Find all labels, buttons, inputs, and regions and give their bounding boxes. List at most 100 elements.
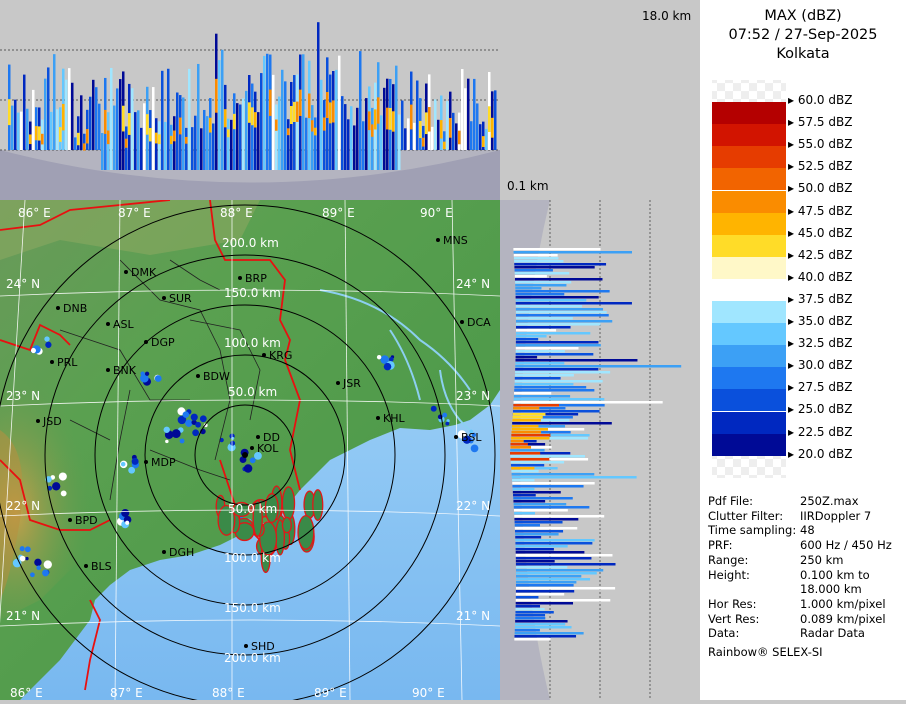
right-profile-bar <box>514 278 603 281</box>
legend-label: ▸ 57.5 dBZ <box>788 115 853 130</box>
city-marker <box>256 435 260 439</box>
top-profile-bar <box>494 90 497 150</box>
info-key: Data: <box>708 626 740 641</box>
top-profile-bar <box>416 80 419 150</box>
info-sidebar: MAX (dBZ) 07:52 / 27-Sep-2025 Kolkata ▸ … <box>700 0 906 700</box>
city-marker <box>162 550 166 554</box>
top-profile-bar <box>401 100 404 150</box>
echo-cell <box>34 558 42 567</box>
right-profile-core <box>512 413 546 416</box>
top-profile-core <box>158 134 161 145</box>
info-key: PRF: <box>708 538 733 553</box>
right-profile-bar <box>515 536 542 539</box>
right-profile-bar <box>515 560 555 563</box>
top-profile-bar <box>254 91 257 170</box>
top-profile-bar <box>134 112 137 170</box>
city-label: DD <box>263 431 280 444</box>
right-profile-bar <box>515 596 539 599</box>
legend-label: ▸ 35.0 dBZ <box>788 314 853 328</box>
echo-cell <box>462 435 472 444</box>
right-profile-bar <box>514 263 607 266</box>
city-label: DGH <box>169 546 194 559</box>
top-profile-bar <box>398 114 401 170</box>
range-label: 200.0 km <box>224 651 281 665</box>
delta-island <box>281 516 292 534</box>
echo-cell <box>120 461 126 467</box>
top-profile-bar <box>239 104 242 170</box>
city-label: SUR <box>169 292 192 305</box>
top-profile-bar <box>206 116 209 170</box>
top-profile-bar <box>407 118 410 150</box>
longitude-label-bottom: 89° E <box>314 686 347 700</box>
echo-cell <box>12 558 22 568</box>
legend-swatch <box>712 168 786 191</box>
longitude-line <box>114 200 121 700</box>
right-earth-curve <box>500 200 550 700</box>
right-profile-bar <box>515 551 585 554</box>
city-marker <box>376 416 380 420</box>
top-profile-bar <box>221 49 224 170</box>
top-profile-bar <box>473 78 476 150</box>
echo-cell <box>30 347 36 354</box>
top-profile-core <box>125 138 128 148</box>
range-ring <box>144 354 346 556</box>
echo-cell <box>192 429 200 437</box>
top-profile-core <box>443 141 446 150</box>
latitude-label-right: 23° N <box>456 389 490 403</box>
top-profile-core <box>155 132 158 144</box>
longitude-label-top: 89° E <box>322 206 355 220</box>
top-profile-core <box>170 135 173 145</box>
top-profile-core <box>227 129 230 138</box>
top-profile-bar <box>203 109 206 170</box>
legend-swatch <box>712 278 786 301</box>
right-profile-bar <box>513 254 558 257</box>
right-profile-bar <box>514 275 547 278</box>
range-ring <box>0 204 496 700</box>
echo-cell <box>131 457 139 465</box>
right-profile-core <box>513 404 559 407</box>
info-key: Height: <box>708 567 750 582</box>
top-profile-bar <box>119 79 122 170</box>
top-profile-core <box>77 132 80 146</box>
top-profile-core <box>296 101 299 122</box>
echo-cell <box>380 355 390 364</box>
right-profile-bar <box>515 611 554 614</box>
latitude-label-left: 24° N <box>6 277 40 291</box>
longitude-label-bottom: 86° E <box>10 686 43 700</box>
right-profile-bar <box>515 311 607 314</box>
right-profile-bar <box>515 602 574 605</box>
right-profile-core <box>511 425 539 428</box>
top-profile-core <box>368 111 371 131</box>
delta-island <box>232 501 251 518</box>
top-profile-bar <box>443 131 446 150</box>
top-profile-core <box>377 97 380 124</box>
right-profile-bar <box>515 353 594 356</box>
city-label: DMK <box>131 266 157 279</box>
right-profile-core <box>510 458 550 461</box>
city-marker <box>454 435 458 439</box>
top-profile-bar <box>317 22 320 170</box>
info-value: Radar Data <box>800 626 865 641</box>
radar-map[interactable]: 86° E 87° E 88° E 89° E 90° E 86° E 87° E 88° E… <box>0 200 500 700</box>
info-value: 18.000 km <box>800 582 862 597</box>
top-profile-bar <box>245 90 248 170</box>
right-profile-bar <box>514 377 561 380</box>
echo-cell <box>442 412 448 418</box>
echo-cell <box>42 569 49 577</box>
right-profile-bar <box>515 605 541 608</box>
top-profile-core <box>254 112 257 128</box>
city-marker <box>436 238 440 242</box>
info-key: Clutter Filter: <box>708 508 784 523</box>
right-profile-bar <box>515 593 565 596</box>
city-marker <box>238 276 242 280</box>
top-profile-bar <box>20 111 23 150</box>
right-profile-bar <box>515 335 547 338</box>
right-profile-bar <box>515 326 571 329</box>
range-label: 50.0 km <box>228 385 277 399</box>
right-profile-bar <box>515 575 582 578</box>
latitude-label-left: 23° N <box>6 389 40 403</box>
corner-panel: 18.0 km 0.1 km <box>500 0 700 200</box>
top-profile-bar <box>98 103 101 150</box>
legend-swatch <box>712 146 786 169</box>
top-profile-bar <box>152 87 155 170</box>
